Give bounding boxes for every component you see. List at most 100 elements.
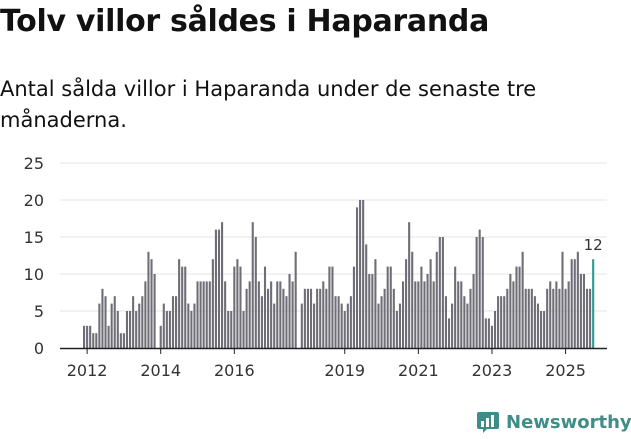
bar (411, 251, 414, 348)
bar (221, 222, 224, 348)
bar (386, 266, 389, 348)
bar (368, 274, 371, 348)
bar (472, 274, 475, 348)
bar (86, 325, 89, 348)
bar (248, 281, 251, 348)
bar (527, 288, 530, 348)
newsworthy-bar-icon (477, 412, 499, 433)
bar (493, 311, 497, 348)
bar (423, 281, 426, 348)
bar (165, 311, 168, 348)
bar (478, 229, 481, 348)
bar (466, 303, 469, 348)
bar (122, 333, 125, 348)
bar (558, 288, 561, 348)
bar (306, 288, 309, 348)
bar (230, 311, 233, 348)
bar (303, 288, 306, 348)
bar (426, 274, 429, 348)
bar (481, 237, 484, 348)
x-tick-label: 2014 (140, 361, 181, 380)
bar (239, 266, 242, 348)
bar (125, 311, 129, 348)
bar (337, 296, 340, 348)
bar (497, 296, 500, 348)
bar (300, 303, 303, 348)
bar (389, 266, 392, 348)
bar (533, 296, 536, 348)
x-tick-label: 2023 (472, 361, 513, 380)
bar (451, 303, 454, 348)
bar (564, 288, 567, 348)
bar (359, 200, 362, 348)
bar (101, 288, 104, 348)
bar (119, 333, 122, 348)
bar (294, 251, 297, 348)
bar (104, 296, 107, 348)
bar (420, 266, 423, 348)
bar (567, 281, 570, 348)
bar (561, 251, 564, 348)
bar (316, 288, 319, 348)
bar (585, 288, 589, 348)
bar (463, 296, 466, 348)
x-tick-label: 2025 (545, 361, 586, 380)
bar (199, 281, 202, 348)
bar (582, 274, 586, 348)
chart-subtitle: Antal sålda villor i Haparanda under de … (0, 77, 537, 132)
bar (417, 281, 420, 348)
x-tick-label: 2016 (214, 361, 255, 380)
bar (313, 303, 316, 348)
bar (184, 266, 187, 348)
bar (530, 288, 533, 348)
bar (490, 325, 494, 348)
bar (555, 281, 558, 348)
brand-name: Newsworthy (506, 411, 631, 433)
bar (503, 296, 506, 348)
y-tick-label: 20 (24, 191, 44, 210)
bar (515, 266, 518, 348)
bar (521, 251, 524, 348)
bar (208, 281, 211, 348)
y-tick-label: 5 (34, 302, 44, 321)
bar (414, 281, 417, 348)
bar (147, 251, 150, 348)
bar (322, 281, 325, 348)
bar (89, 325, 92, 348)
bar (110, 303, 113, 348)
bar (331, 266, 334, 348)
bar (138, 303, 141, 348)
bar (282, 288, 285, 348)
bar (291, 281, 294, 348)
bar (92, 333, 95, 348)
bar (168, 311, 171, 348)
bar (325, 288, 328, 348)
bar (346, 303, 349, 348)
bar (98, 303, 101, 348)
bar (153, 274, 156, 348)
bar (469, 288, 472, 348)
bar (245, 288, 248, 348)
bar (377, 303, 380, 348)
highlight-data-label: 12 (584, 236, 603, 254)
bar (144, 281, 147, 348)
bar (107, 325, 110, 348)
bar (460, 281, 463, 348)
bar (579, 274, 582, 348)
bar (202, 281, 205, 348)
bar (352, 266, 355, 348)
bar (132, 296, 135, 348)
bar (401, 281, 405, 348)
bar (365, 244, 368, 348)
y-tick-label: 25 (24, 154, 44, 173)
bar (279, 281, 282, 348)
chart-title: Tolv villor såldes i Haparanda (0, 4, 490, 39)
bar (441, 237, 444, 348)
bar (236, 259, 239, 348)
bar (214, 229, 217, 348)
bar (536, 303, 540, 348)
bar (518, 266, 521, 348)
bar (233, 266, 236, 348)
bar (573, 259, 576, 348)
bar (267, 288, 270, 348)
